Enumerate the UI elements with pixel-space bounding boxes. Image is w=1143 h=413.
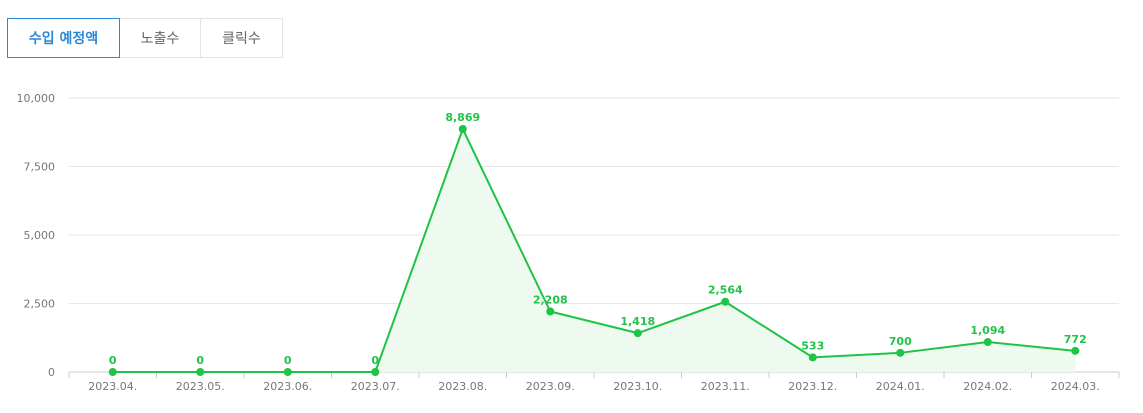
data-label: 0 bbox=[196, 354, 204, 367]
series-polyline bbox=[112, 127, 1076, 373]
x-tick-label: 2023.07. bbox=[351, 380, 400, 393]
data-label: 0 bbox=[284, 354, 292, 367]
y-tick-label: 10,000 bbox=[17, 92, 56, 105]
data-points bbox=[108, 124, 1080, 376]
x-axis: 2023.04. 2023.05. 2023.06. 2023.07. 2023.08.… bbox=[68, 371, 1120, 393]
data-point[interactable] bbox=[983, 338, 992, 347]
data-point[interactable] bbox=[458, 124, 467, 133]
y-tick-label: 2,500 bbox=[24, 298, 56, 311]
y-tick-label: 5,000 bbox=[24, 229, 56, 242]
data-point[interactable] bbox=[721, 297, 730, 306]
area-path bbox=[112, 128, 1076, 372]
data-label: 700 bbox=[889, 335, 912, 348]
data-point[interactable] bbox=[808, 353, 817, 362]
data-label: 533 bbox=[801, 339, 824, 352]
tab-expected-revenue[interactable]: 수입 예정액 bbox=[7, 18, 120, 58]
y-tick-label: 7,500 bbox=[24, 161, 56, 174]
area-fill bbox=[112, 128, 1076, 372]
x-tick-label: 2023.12. bbox=[788, 380, 837, 393]
data-label: 0 bbox=[109, 354, 117, 367]
x-tick-label: 2024.02. bbox=[963, 380, 1012, 393]
data-point[interactable] bbox=[1071, 346, 1080, 355]
data-point[interactable] bbox=[283, 368, 292, 376]
data-point[interactable] bbox=[196, 368, 205, 376]
data-point[interactable] bbox=[371, 368, 380, 376]
data-label: 2,208 bbox=[533, 294, 568, 307]
data-label: 8,869 bbox=[445, 111, 480, 124]
data-point[interactable] bbox=[108, 368, 117, 376]
data-label: 772 bbox=[1064, 333, 1087, 346]
x-tick-label: 2024.03. bbox=[1051, 380, 1100, 393]
data-label: 2,564 bbox=[708, 284, 743, 297]
tab-impressions[interactable]: 노출수 bbox=[120, 18, 201, 58]
x-tick-label: 2024.01. bbox=[876, 380, 925, 393]
y-axis-ticks: 0 2,500 5,000 7,500 10,000 bbox=[17, 92, 56, 379]
x-tick-label: 2023.10. bbox=[613, 380, 662, 393]
data-label: 0 bbox=[371, 354, 379, 367]
data-label: 1,094 bbox=[970, 324, 1005, 337]
grid-lines bbox=[69, 97, 1119, 304]
metric-tabs: 수입 예정액 노출수 클릭수 bbox=[7, 18, 283, 58]
data-point[interactable] bbox=[633, 329, 642, 338]
x-tick-label: 2023.08. bbox=[438, 380, 487, 393]
x-tick-label: 2023.06. bbox=[263, 380, 312, 393]
x-tick-label: 2023.05. bbox=[176, 380, 225, 393]
data-labels: 0 0 0 0 8,869 2,208 1,418 2,564 533 700 1,094 772 bbox=[109, 111, 1087, 367]
series-line bbox=[112, 127, 1076, 373]
x-tick-label: 2023.09. bbox=[526, 380, 575, 393]
data-point[interactable] bbox=[546, 307, 555, 316]
tab-clicks[interactable]: 클릭수 bbox=[201, 18, 283, 58]
x-tick-label: 2023.11. bbox=[701, 380, 750, 393]
data-label: 1,418 bbox=[620, 315, 655, 328]
y-tick-label: 0 bbox=[48, 366, 55, 379]
x-tick-label: 2023.04. bbox=[88, 380, 137, 393]
data-point[interactable] bbox=[896, 348, 905, 357]
